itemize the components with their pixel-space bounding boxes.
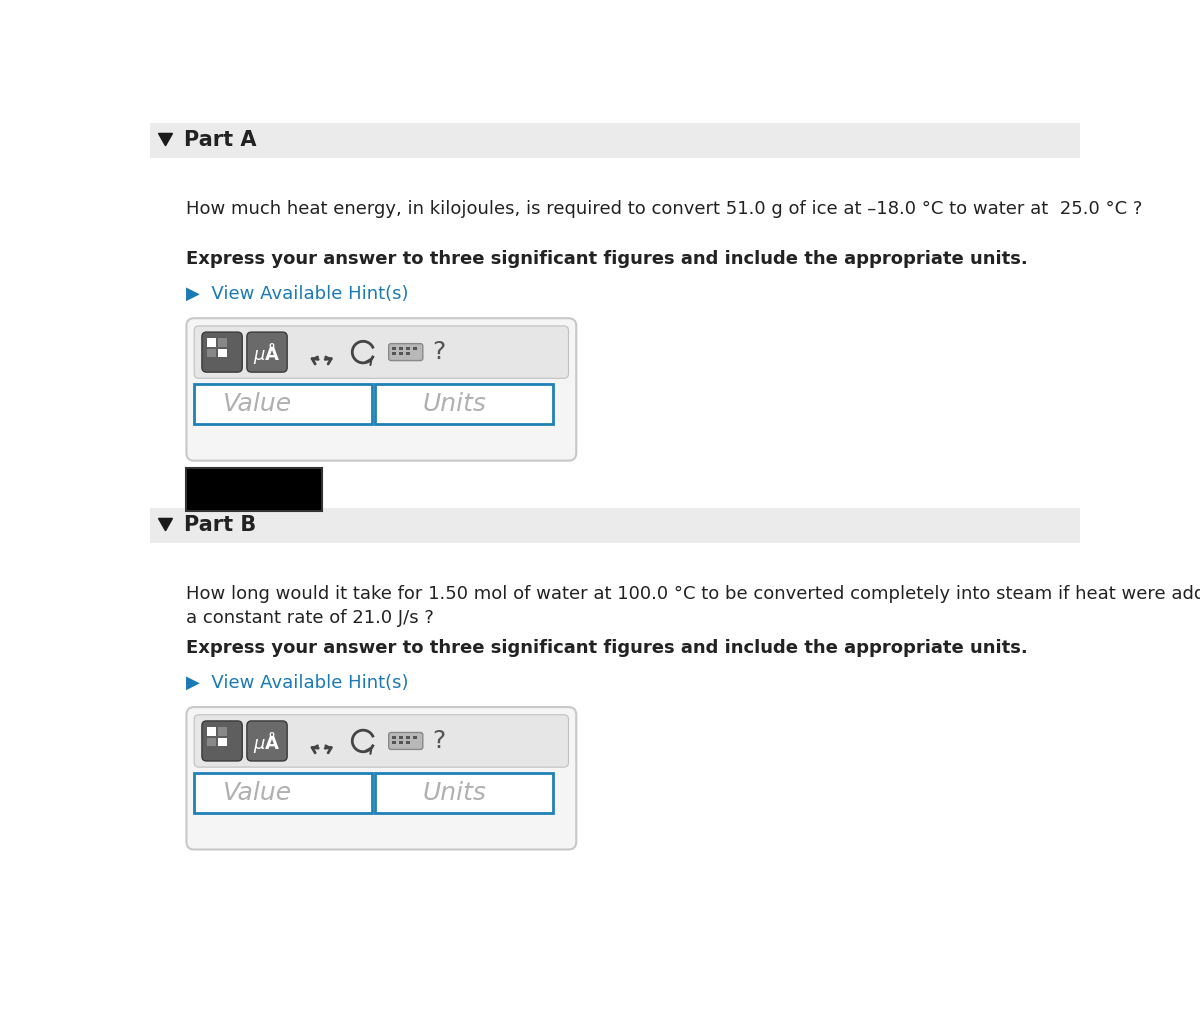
Bar bbox=[218, 738, 227, 746]
Text: $\mu$Å: $\mu$Å bbox=[253, 730, 281, 755]
Bar bbox=[391, 736, 396, 739]
Text: ▶  View Available Hint(s): ▶ View Available Hint(s) bbox=[186, 673, 409, 692]
Text: a constant rate of 21.0 J/s ?: a constant rate of 21.0 J/s ? bbox=[186, 608, 434, 626]
Bar bbox=[374, 774, 553, 814]
FancyBboxPatch shape bbox=[186, 318, 576, 461]
FancyBboxPatch shape bbox=[186, 707, 576, 849]
Bar bbox=[208, 727, 216, 736]
Bar bbox=[208, 350, 216, 358]
Text: Value: Value bbox=[222, 781, 292, 805]
Polygon shape bbox=[158, 518, 173, 530]
Bar bbox=[150, 508, 1080, 543]
Bar bbox=[194, 384, 372, 424]
Bar bbox=[208, 738, 216, 746]
FancyBboxPatch shape bbox=[194, 326, 569, 378]
Bar bbox=[406, 353, 410, 356]
FancyBboxPatch shape bbox=[202, 721, 242, 761]
Bar bbox=[194, 774, 372, 814]
Bar bbox=[391, 346, 396, 350]
Bar bbox=[218, 350, 227, 358]
Text: Value: Value bbox=[222, 392, 292, 416]
Text: ▶  View Available Hint(s): ▶ View Available Hint(s) bbox=[186, 285, 409, 304]
FancyBboxPatch shape bbox=[389, 343, 422, 361]
FancyBboxPatch shape bbox=[202, 332, 242, 372]
Bar bbox=[398, 346, 403, 350]
Text: $\mu$Å: $\mu$Å bbox=[253, 341, 281, 366]
FancyBboxPatch shape bbox=[389, 733, 422, 749]
Text: ?: ? bbox=[432, 729, 445, 753]
Text: Express your answer to three significant figures and include the appropriate uni: Express your answer to three significant… bbox=[186, 250, 1028, 269]
Text: ?: ? bbox=[432, 340, 445, 364]
Text: Part A: Part A bbox=[184, 131, 257, 150]
Bar bbox=[413, 346, 418, 350]
FancyBboxPatch shape bbox=[194, 714, 569, 768]
Bar bbox=[391, 353, 396, 356]
FancyBboxPatch shape bbox=[247, 721, 287, 761]
Bar bbox=[398, 353, 403, 356]
Text: How much heat energy, in kilojoules, is required to convert 51.0 g of ice at –18: How much heat energy, in kilojoules, is … bbox=[186, 200, 1142, 219]
Bar bbox=[374, 384, 553, 424]
Text: Part B: Part B bbox=[184, 515, 257, 536]
Bar bbox=[413, 736, 418, 739]
Bar bbox=[208, 338, 216, 346]
Text: How long would it take for 1.50 mol of water at 100.0 °C to be converted complet: How long would it take for 1.50 mol of w… bbox=[186, 586, 1200, 603]
Text: Express your answer to three significant figures and include the appropriate uni: Express your answer to three significant… bbox=[186, 640, 1028, 657]
Bar bbox=[150, 543, 1080, 928]
Polygon shape bbox=[158, 134, 173, 146]
Bar bbox=[218, 338, 227, 346]
Bar bbox=[218, 727, 227, 736]
Bar bbox=[398, 741, 403, 744]
FancyBboxPatch shape bbox=[247, 332, 287, 372]
Text: Units: Units bbox=[424, 392, 487, 416]
Bar bbox=[391, 741, 396, 744]
Bar bbox=[186, 468, 322, 511]
Bar bbox=[150, 158, 1080, 508]
Bar bbox=[406, 736, 410, 739]
Bar bbox=[406, 741, 410, 744]
Text: Units: Units bbox=[424, 781, 487, 805]
Bar bbox=[398, 736, 403, 739]
Bar bbox=[150, 123, 1080, 158]
Bar bbox=[406, 346, 410, 350]
